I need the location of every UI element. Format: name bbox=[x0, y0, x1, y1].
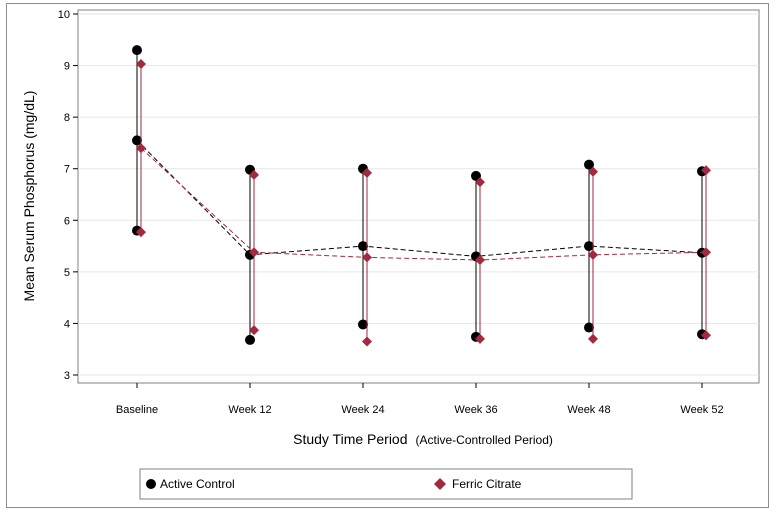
y-tick-label-4: 4 bbox=[64, 318, 70, 330]
point-mean-1-1 bbox=[249, 247, 259, 258]
mean-line-0 bbox=[136, 139, 703, 257]
point-mean-1-0 bbox=[136, 143, 146, 154]
point-lower-1-2 bbox=[362, 336, 372, 347]
point-lower-0-2 bbox=[358, 319, 368, 330]
point-mean-1-4 bbox=[588, 249, 598, 260]
point-upper-1-5 bbox=[701, 165, 711, 176]
x-axis-title: Study Time Period (Active-Controlled Per… bbox=[293, 431, 553, 448]
point-lower-0-1 bbox=[245, 334, 255, 345]
legend-label-ferric-citrate: Ferric Citrate bbox=[452, 477, 522, 491]
point-upper-1-4 bbox=[588, 166, 598, 177]
legend-label-active-control: Active Control bbox=[160, 477, 235, 491]
y-axis-ticks: 3 4 5 6 7 8 9 10 bbox=[58, 9, 78, 382]
series-ferric-citrate bbox=[136, 59, 711, 347]
y-tick-label-5: 5 bbox=[64, 267, 70, 279]
y-tick-label-9: 9 bbox=[64, 61, 70, 73]
y-tick-label-10: 10 bbox=[58, 9, 70, 21]
legend-box bbox=[139, 468, 633, 500]
series-layer bbox=[132, 45, 711, 347]
point-upper-1-1 bbox=[249, 169, 259, 180]
y-axis-title: Mean Serum Phosphorus (mg/dL) bbox=[21, 91, 37, 302]
point-mean-1-2 bbox=[362, 252, 372, 263]
y-tick-label-8: 8 bbox=[64, 112, 70, 124]
y-tick-label-6: 6 bbox=[64, 215, 70, 227]
point-mean-1-3 bbox=[475, 254, 485, 265]
x-tick-label-0: Baseline bbox=[116, 404, 158, 416]
point-upper-1-3 bbox=[475, 177, 485, 188]
point-upper-1-0 bbox=[136, 59, 146, 70]
point-upper-0-4 bbox=[584, 159, 594, 170]
point-upper-0-3 bbox=[471, 170, 481, 181]
point-upper-1-2 bbox=[362, 167, 372, 178]
x-tick-label-3: Week 36 bbox=[454, 404, 497, 416]
point-mean-1-5 bbox=[701, 247, 711, 258]
point-mean-0-4 bbox=[584, 241, 594, 252]
x-tick-label-1: Week 12 bbox=[228, 404, 271, 416]
x-axis-title-main: Study Time Period bbox=[293, 431, 407, 447]
grid-lines bbox=[78, 13, 759, 376]
x-tick-label-5: Week 52 bbox=[680, 404, 723, 416]
point-mean-0-0 bbox=[132, 135, 142, 146]
legend-marker-ferric-citrate bbox=[434, 478, 446, 490]
legend-marker-active-control bbox=[146, 479, 156, 489]
point-lower-1-4 bbox=[588, 333, 598, 344]
point-lower-1-3 bbox=[475, 333, 485, 344]
x-tick-label-4: Week 48 bbox=[567, 404, 610, 416]
chart-frame bbox=[6, 3, 769, 508]
y-tick-label-7: 7 bbox=[64, 164, 70, 176]
point-lower-1-1 bbox=[249, 325, 259, 336]
point-lower-0-4 bbox=[584, 322, 594, 333]
point-lower-1-0 bbox=[136, 227, 146, 238]
plot-area bbox=[77, 9, 760, 384]
x-axis-title-suffix: (Active-Controlled Period) bbox=[416, 433, 553, 447]
x-tick-label-2: Week 24 bbox=[341, 404, 384, 416]
y-tick-label-3: 3 bbox=[64, 370, 70, 382]
series-active-control bbox=[132, 45, 707, 345]
point-upper-0-0 bbox=[132, 45, 142, 56]
mean-line-1 bbox=[140, 147, 707, 261]
x-axis-ticks: Baseline Week 12 Week 24 Week 36 Week 48 Week… bbox=[116, 383, 724, 416]
point-lower-1-5 bbox=[701, 330, 711, 341]
point-mean-0-2 bbox=[358, 241, 368, 252]
